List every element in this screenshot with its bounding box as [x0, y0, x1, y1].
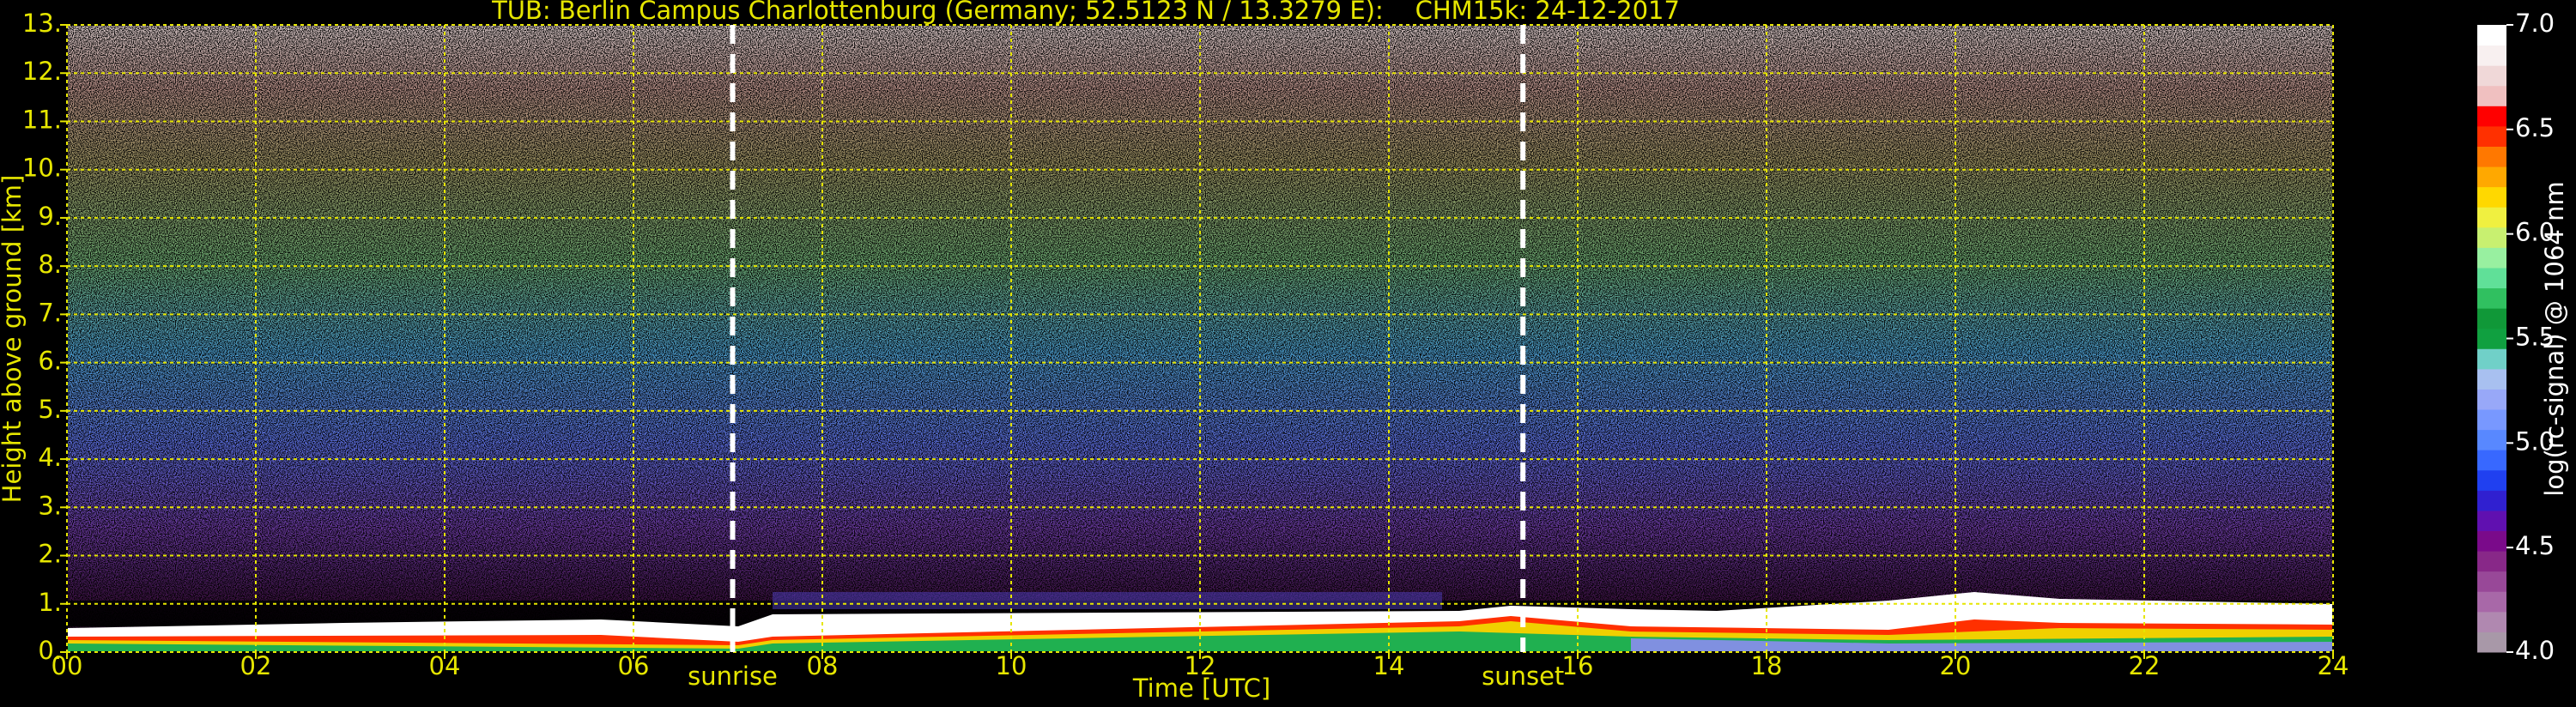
y-tick-label: 4.: [38, 443, 62, 472]
x-tick-label: 12: [1185, 651, 1216, 680]
x-tick-label: 08: [807, 651, 839, 680]
x-tick-label: 02: [240, 651, 272, 680]
colorbar-segment: [2477, 308, 2506, 329]
chart-title: TUB: Berlin Campus Charlottenburg (Germa…: [491, 0, 1680, 25]
colorbar-segment: [2477, 368, 2506, 390]
colorbar-segment: [2477, 65, 2506, 87]
colorbar-segment: [2477, 490, 2506, 511]
y-tick-label: 5.: [38, 395, 62, 424]
colorbar-segment: [2477, 328, 2506, 349]
colorbar-tick-label: 5.0: [2515, 426, 2555, 456]
y-tick-label: 6.: [38, 347, 62, 376]
colorbar-segment: [2477, 530, 2506, 552]
x-tick-label: 00: [52, 651, 83, 680]
x-tick-label: 22: [2129, 651, 2161, 680]
colorbar-tick-label: 5.5: [2515, 323, 2555, 352]
colorbar-segment: [2477, 207, 2506, 228]
colorbar-segment: [2477, 510, 2506, 532]
x-axis-label: Time [UTC]: [1132, 674, 1270, 703]
colorbar-segment: [2477, 348, 2506, 370]
heatmap-background: [67, 25, 2333, 652]
x-tick-label: 04: [429, 651, 461, 680]
colorbar-segment: [2477, 45, 2506, 66]
annotation-label: sunrise: [688, 662, 778, 691]
colorbar-segment: [2477, 571, 2506, 592]
colorbar-segment: [2477, 591, 2506, 613]
y-tick-label: 11.: [22, 105, 62, 134]
annotation-label: sunset: [1482, 662, 1564, 691]
colorbar-segment: [2477, 409, 2506, 431]
x-tick-label: 16: [1562, 651, 1594, 680]
y-tick-label: 7.: [38, 298, 62, 327]
colorbar-tick-label: 7.0: [2515, 9, 2555, 38]
colorbar-segment: [2477, 631, 2506, 653]
colorbar-label: log(rc-signal) @ 1064 nm: [2540, 181, 2569, 496]
colorbar-segment: [2477, 166, 2506, 188]
x-tick-label: 10: [996, 651, 1027, 680]
colorbar-tick-label: 4.0: [2515, 636, 2555, 665]
colorbar-segment: [2477, 186, 2506, 208]
x-tick-label: 14: [1373, 651, 1405, 680]
colorbar-segment: [2477, 450, 2506, 471]
colorbar-segment: [2477, 125, 2506, 147]
colorbar-segment: [2477, 469, 2506, 491]
colorbar-segment: [2477, 146, 2506, 167]
colorbar-segment: [2477, 611, 2506, 632]
colorbar-tick-label: 6.5: [2515, 113, 2555, 142]
colorbar-segment: [2477, 85, 2506, 106]
colorbar-segment: [2477, 551, 2506, 572]
colorbar-segment: [2477, 429, 2506, 450]
y-tick-label: 12.: [22, 57, 62, 86]
y-tick-label: 13.: [22, 9, 62, 38]
x-tick-label: 20: [1940, 651, 1972, 680]
colorbar-segment: [2477, 247, 2506, 269]
y-tick-label: 9.: [38, 202, 62, 231]
colorbar-segment: [2477, 227, 2506, 248]
y-tick-label: 10.: [22, 154, 62, 183]
colorbar-segment: [2477, 106, 2506, 127]
colorbar-tick-label: 6.0: [2515, 218, 2555, 247]
x-tick-label: 24: [2318, 651, 2349, 680]
x-tick-label: 18: [1751, 651, 1783, 680]
x-tick-label: 06: [618, 651, 650, 680]
y-axis-label: Height above ground [km]: [0, 175, 27, 504]
colorbar-segment: [2477, 267, 2506, 289]
y-tick-label: 1.: [38, 588, 62, 617]
colorbar-tick-label: 4.5: [2515, 531, 2555, 560]
colorbar-segment: [2477, 25, 2506, 46]
y-tick-label: 3.: [38, 491, 62, 520]
y-tick-label: 2.: [38, 540, 62, 569]
colorbar-segment: [2477, 287, 2506, 309]
y-tick-label: 0.: [38, 636, 62, 665]
y-tick-label: 8.: [38, 250, 62, 279]
colorbar-segment: [2477, 389, 2506, 410]
